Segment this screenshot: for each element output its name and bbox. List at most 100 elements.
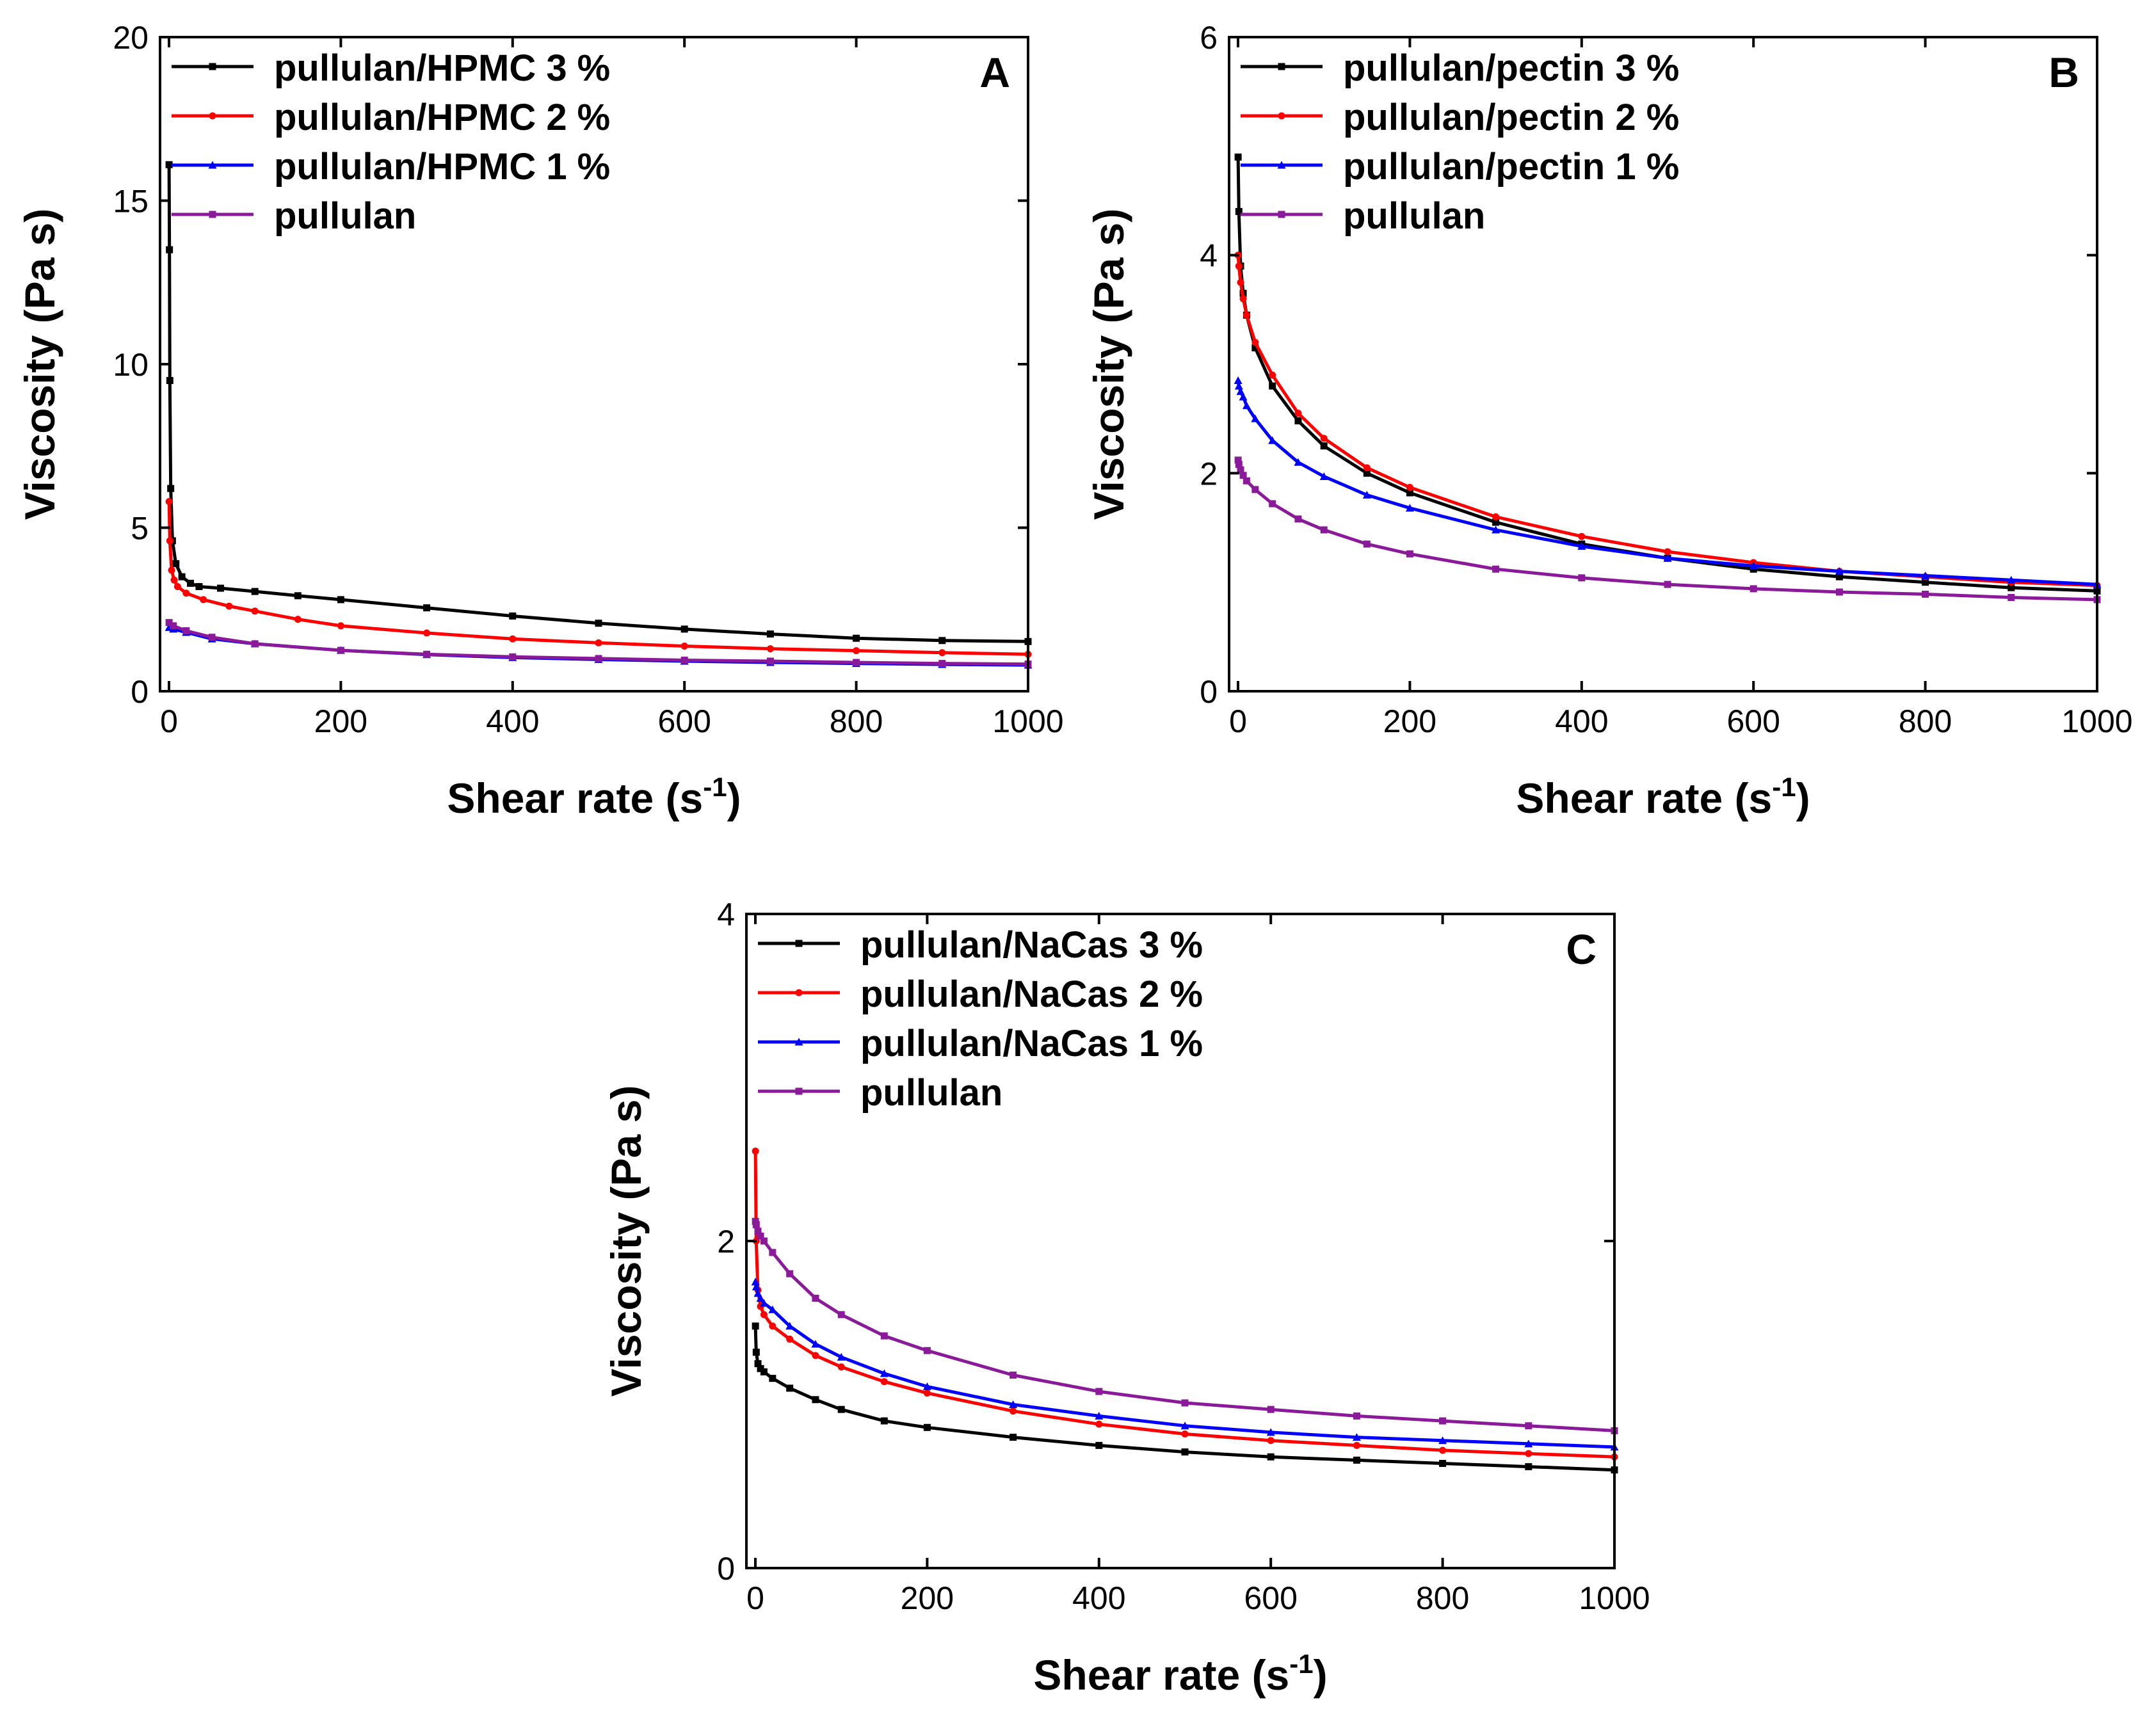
data-point xyxy=(168,566,175,574)
data-point xyxy=(1922,579,1929,586)
data-point xyxy=(1353,1412,1360,1420)
data-point xyxy=(1234,153,1242,161)
data-point xyxy=(853,659,860,666)
data-point xyxy=(760,1311,768,1318)
data-point xyxy=(768,1305,777,1313)
data-point xyxy=(200,596,207,604)
data-point xyxy=(1239,295,1247,303)
data-point xyxy=(938,649,946,657)
data-point xyxy=(1237,466,1244,474)
data-point xyxy=(1236,387,1245,396)
data-point xyxy=(853,647,860,655)
data-point xyxy=(1664,581,1671,588)
data-point xyxy=(837,1352,846,1361)
data-point xyxy=(680,642,688,650)
data-point xyxy=(756,1293,765,1302)
data-point xyxy=(1438,1436,1447,1445)
data-point xyxy=(1525,1450,1533,1457)
legend-marker xyxy=(1278,211,1285,218)
data-point xyxy=(766,645,774,653)
data-point xyxy=(880,1378,888,1386)
data-point xyxy=(752,1221,760,1228)
data-point xyxy=(923,1347,931,1354)
legend-marker xyxy=(208,161,217,169)
data-point xyxy=(166,246,173,253)
data-point xyxy=(1234,456,1242,464)
data-point xyxy=(766,630,774,638)
data-point xyxy=(769,1375,776,1382)
data-point xyxy=(1405,504,1414,512)
y-axis-label: Viscosity (Pa s) xyxy=(1085,209,1132,520)
data-point xyxy=(1749,561,1758,570)
data-point xyxy=(423,629,431,637)
legend-marker xyxy=(1277,161,1286,169)
data-point xyxy=(753,1289,762,1297)
data-point xyxy=(1269,371,1276,379)
data-point xyxy=(1239,472,1247,479)
x-axis-label-superscript: -1 xyxy=(1289,1649,1313,1679)
data-point xyxy=(1363,469,1371,477)
data-point xyxy=(1243,311,1250,319)
x-tick-label: 0 xyxy=(746,1580,764,1616)
panel-b: 0 200 400 600 800 1000 0 2 4 6 Shear rate (s-1) Vis… xyxy=(1085,20,2133,822)
data-point xyxy=(786,1270,794,1277)
legend-marker xyxy=(1278,112,1285,120)
data-point xyxy=(938,660,946,668)
panel-label: A xyxy=(979,49,1010,96)
data-point xyxy=(595,639,602,646)
series-line xyxy=(753,1326,1615,1472)
legend: pullulan/HPMC 3 % pullulan/HPMC 2 % pullul… xyxy=(172,47,610,237)
data-point xyxy=(1266,1428,1275,1436)
data-point xyxy=(837,1406,845,1413)
series-1 xyxy=(752,1322,1618,1474)
data-point xyxy=(853,634,860,642)
legend-label: pullulan/NaCas 2 % xyxy=(860,973,1203,1015)
x-tick-label: 200 xyxy=(314,703,367,739)
data-point xyxy=(1835,573,1843,581)
data-point xyxy=(1237,278,1244,286)
data-point xyxy=(760,1368,768,1375)
series-line xyxy=(168,621,1029,666)
x-axis-label-end: ) xyxy=(1796,774,1810,822)
x-tick-label: 1000 xyxy=(2061,703,2132,739)
legend-label: pullulan/pectin 1 % xyxy=(1343,146,1679,188)
data-point xyxy=(1235,208,1243,216)
data-point xyxy=(1492,525,1500,534)
data-point xyxy=(1577,541,1586,550)
data-point xyxy=(1663,554,1672,562)
data-point xyxy=(217,584,225,592)
data-point xyxy=(752,1147,759,1155)
y-tick-label: 2 xyxy=(1200,456,1218,492)
data-point xyxy=(165,619,173,627)
data-point xyxy=(1269,382,1276,390)
x-tick-label: 1000 xyxy=(1579,1580,1650,1616)
data-point xyxy=(1095,1411,1104,1420)
panel-label: C xyxy=(1566,925,1597,973)
data-point xyxy=(751,1277,760,1286)
legend-marker xyxy=(1278,63,1285,70)
data-point xyxy=(1922,590,1929,598)
data-point xyxy=(225,602,233,610)
data-point xyxy=(754,1228,762,1235)
x-tick-label: 600 xyxy=(1726,703,1780,739)
data-point xyxy=(1095,1420,1103,1428)
data-point xyxy=(880,1369,889,1377)
data-point xyxy=(880,1332,888,1340)
data-point xyxy=(923,1423,931,1431)
series-2 xyxy=(1234,252,2101,589)
data-point xyxy=(2007,594,2015,602)
data-point xyxy=(1406,550,1413,557)
data-point xyxy=(1835,588,1843,596)
x-axis-label: Shear rate (s-1) xyxy=(1033,1649,1327,1699)
data-point xyxy=(752,1322,759,1330)
data-point xyxy=(1835,567,1844,575)
panel-a: 0 200 400 600 800 1000 0 5 10 15 20 Shear rate (s-1… xyxy=(16,20,1064,822)
data-point xyxy=(1492,513,1500,520)
data-point xyxy=(172,560,180,568)
legend-label: pullulan xyxy=(860,1072,1002,1114)
data-point xyxy=(1439,1459,1447,1467)
x-axis-label-superscript: -1 xyxy=(703,772,727,802)
data-point xyxy=(165,498,173,506)
panel-c: 0 200 400 600 800 1000 0 2 4 Shear rate (s-1) Visc… xyxy=(602,897,1650,1699)
